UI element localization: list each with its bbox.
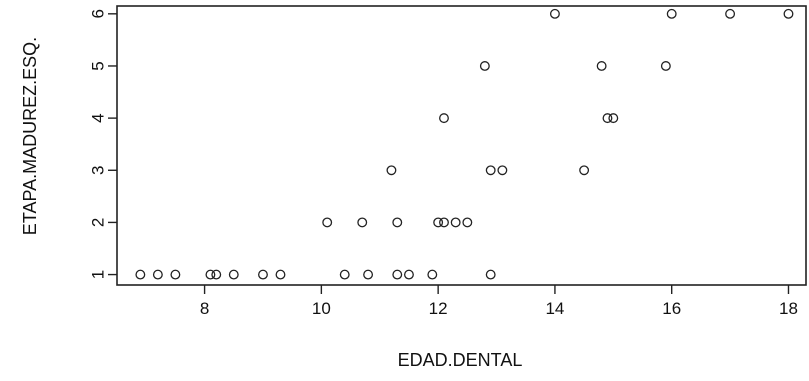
x-tick-label: 18 [779, 299, 798, 318]
x-tick-label: 12 [429, 299, 448, 318]
data-point [211, 269, 222, 280]
data-point [608, 113, 619, 124]
data-point [783, 8, 794, 19]
data-point [433, 217, 444, 228]
data-point [596, 61, 607, 71]
plot-box [116, 5, 807, 286]
data-point [403, 269, 414, 280]
data-point [439, 217, 449, 228]
data-point [479, 61, 490, 71]
data-point [666, 8, 677, 19]
data-point [357, 217, 368, 228]
y-axis-label: ETAPA.MADUREZ.ESQ. [20, 37, 40, 235]
plot-frame [116, 5, 807, 286]
data-point [322, 217, 333, 228]
y-tick-label: 3 [89, 166, 108, 175]
data-point [450, 217, 461, 228]
data-point [170, 269, 181, 280]
y-axis: 1 2 3 4 5 6 [89, 9, 117, 279]
x-tick-label: 10 [312, 299, 331, 318]
data-point [485, 269, 496, 280]
data-point [258, 269, 268, 280]
y-tick-label: 1 [89, 270, 108, 279]
data-point [363, 269, 374, 280]
data-point [579, 165, 590, 176]
data-point [205, 269, 216, 280]
data-point [485, 165, 496, 176]
data-point [275, 269, 286, 280]
data-point [135, 269, 146, 280]
points-layer [135, 8, 794, 280]
data-point [725, 8, 736, 19]
data-point [392, 217, 403, 228]
data-point [339, 269, 350, 280]
data-point [386, 165, 397, 176]
data-point [660, 61, 671, 71]
data-point [602, 113, 613, 124]
data-point [427, 269, 438, 280]
y-tick-label: 6 [89, 9, 108, 18]
y-tick-label: 4 [89, 113, 108, 122]
x-tick-label: 14 [545, 299, 564, 318]
x-axis: 8 10 12 14 16 18 [200, 285, 798, 318]
data-point [228, 269, 239, 280]
data-point [462, 217, 473, 228]
x-tick-label: 8 [200, 299, 209, 318]
data-point [392, 269, 403, 280]
data-point [152, 269, 163, 280]
y-tick-label: 2 [89, 218, 108, 227]
data-point [439, 113, 449, 124]
y-tick-label: 5 [89, 61, 108, 70]
data-point [497, 165, 508, 176]
data-point [549, 8, 560, 19]
x-tick-label: 16 [662, 299, 681, 318]
x-axis-label: EDAD.DENTAL [398, 350, 523, 370]
